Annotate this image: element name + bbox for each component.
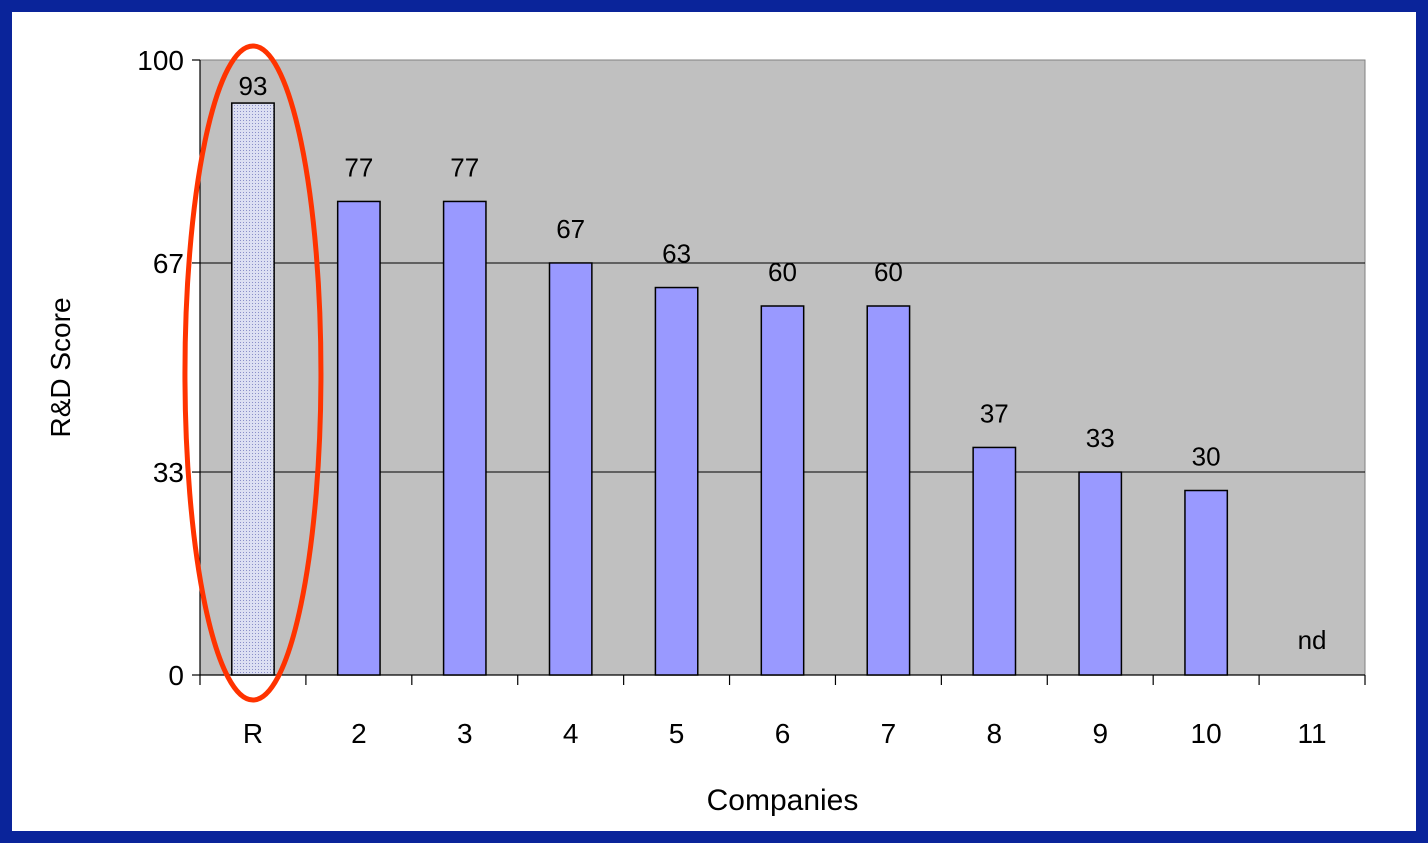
- bar: [1078, 471, 1123, 676]
- y-axis-title: R&D Score: [45, 297, 76, 437]
- data-label: 60: [768, 257, 797, 287]
- x-tick-label: 2: [351, 718, 367, 749]
- x-tick-label: 4: [563, 718, 579, 749]
- y-tick-label: 33: [153, 457, 184, 488]
- data-label: 77: [450, 152, 479, 182]
- data-label: 63: [662, 239, 691, 269]
- bar: [760, 305, 805, 676]
- x-tick-label: 5: [669, 718, 685, 749]
- x-tick-label: 10: [1191, 718, 1222, 749]
- bar: [336, 200, 381, 676]
- bars: [231, 102, 1229, 676]
- x-tick-label: 11: [1298, 718, 1327, 749]
- bar-highlighted: [231, 102, 275, 676]
- x-tick-label: 8: [987, 718, 1003, 749]
- data-label: 30: [1192, 442, 1221, 472]
- data-label: 37: [980, 398, 1009, 428]
- bar: [1184, 489, 1229, 676]
- data-label: 60: [874, 257, 903, 287]
- bar: [442, 200, 487, 676]
- y-axis: 0 33 67 100: [137, 45, 201, 691]
- data-label: nd: [1298, 625, 1327, 655]
- bar: [866, 305, 911, 676]
- bar: [654, 286, 699, 676]
- bar: [972, 446, 1017, 676]
- data-label: 33: [1086, 423, 1115, 453]
- x-tick-label: 7: [881, 718, 897, 749]
- x-tick-label: 9: [1092, 718, 1108, 749]
- slide-frame: 0 33 67 100 R 2 3 4 5 6 7 8 9 10 11 93 77 77 67 63 60 60 37 3…: [12, 12, 1416, 831]
- y-tick-label: 67: [153, 248, 184, 279]
- y-tick-label: 0: [168, 660, 184, 691]
- data-label: 77: [344, 152, 373, 182]
- x-tick-label: 3: [457, 718, 473, 749]
- bar: [548, 262, 593, 676]
- data-labels: 93 77 77 67 63 60 60 37 33 30 nd: [238, 71, 1326, 655]
- x-tick-label: R: [243, 718, 263, 749]
- data-label: 93: [238, 71, 267, 101]
- data-label: 67: [556, 214, 585, 244]
- y-tick-label: 100: [137, 45, 184, 76]
- x-axis: R 2 3 4 5 6 7 8 9 10 11: [199, 674, 1366, 749]
- x-tick-label: 6: [775, 718, 791, 749]
- highlight-ellipse: [182, 43, 324, 703]
- x-axis-title: Companies: [707, 784, 859, 817]
